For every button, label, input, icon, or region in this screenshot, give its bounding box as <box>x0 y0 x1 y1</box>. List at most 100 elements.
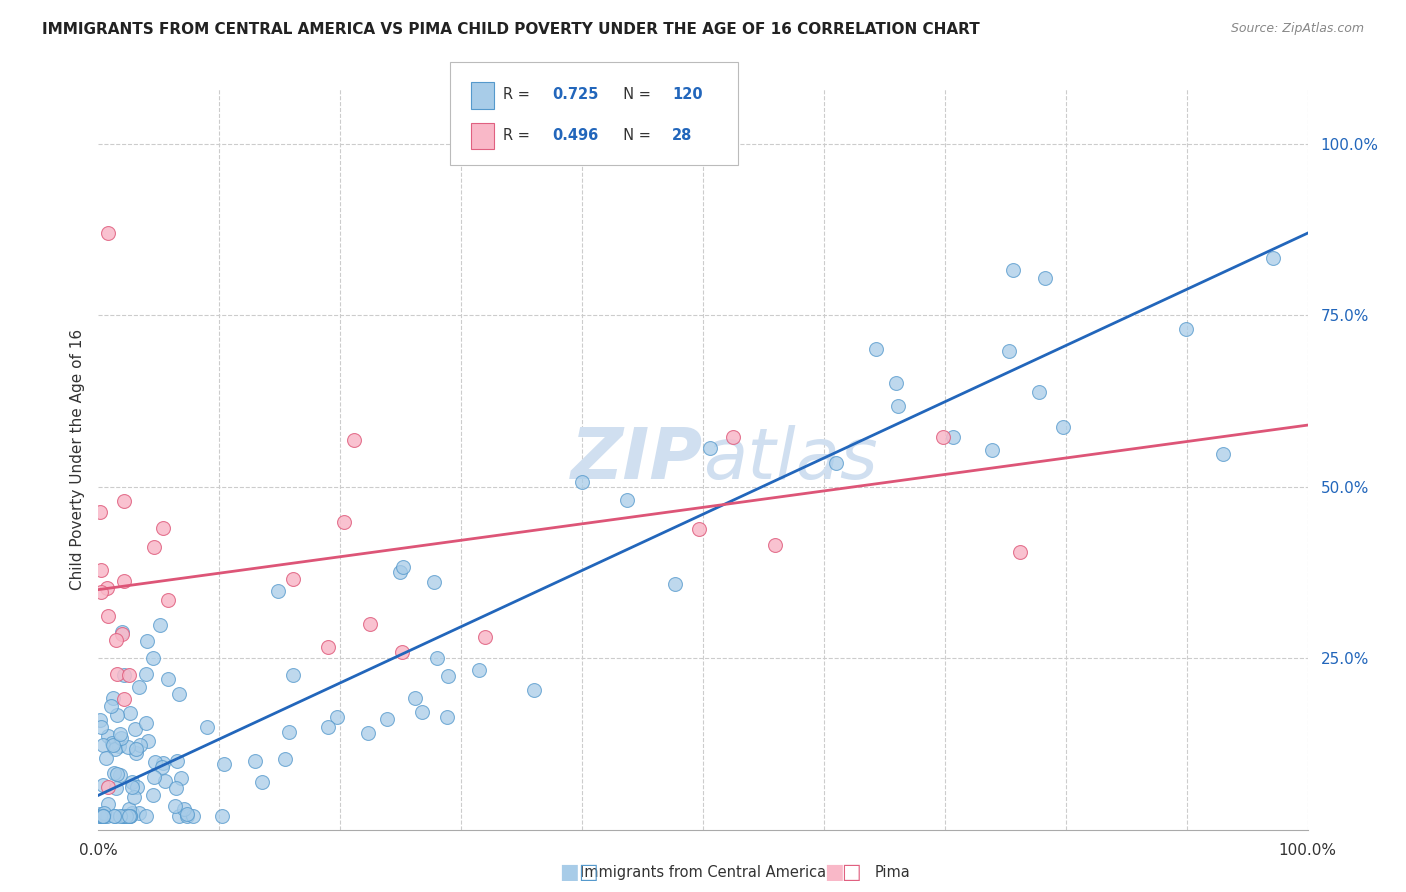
Point <box>124 722 146 736</box>
Point <box>103 690 125 705</box>
Point <box>571 475 593 489</box>
Point <box>112 691 135 706</box>
Point <box>91 778 114 792</box>
Point <box>142 771 165 785</box>
Point <box>942 430 965 444</box>
Point <box>91 809 114 823</box>
Point <box>96 809 118 823</box>
Point <box>326 709 349 723</box>
Point <box>404 691 426 706</box>
Point <box>97 730 120 744</box>
Point <box>89 505 111 519</box>
Point <box>181 809 204 823</box>
Point <box>101 736 124 750</box>
Point <box>423 574 446 589</box>
Point <box>173 801 195 815</box>
Point <box>118 802 141 816</box>
Point <box>149 618 172 632</box>
Point <box>152 756 174 771</box>
Text: Source: ZipAtlas.com: Source: ZipAtlas.com <box>1230 22 1364 36</box>
Point <box>169 771 191 785</box>
Point <box>316 640 339 654</box>
Point <box>112 574 135 588</box>
Point <box>316 720 339 734</box>
Point <box>112 809 135 823</box>
Point <box>110 731 132 745</box>
Point <box>118 809 141 823</box>
Point <box>143 540 166 554</box>
Point <box>94 750 117 764</box>
FancyBboxPatch shape <box>450 62 738 165</box>
Point <box>112 809 135 823</box>
Point <box>391 645 413 659</box>
Point <box>97 226 120 240</box>
Text: 28: 28 <box>672 128 692 143</box>
Point <box>152 521 174 535</box>
Text: □: □ <box>841 863 860 882</box>
Point <box>128 805 150 820</box>
Point <box>114 809 136 823</box>
Point <box>112 668 135 682</box>
Point <box>467 663 489 677</box>
Point <box>1175 321 1198 335</box>
Bar <box>471 82 494 109</box>
Text: Immigrants from Central America: Immigrants from Central America <box>579 865 827 880</box>
Text: 0.496: 0.496 <box>553 128 599 143</box>
Point <box>97 608 120 623</box>
Point <box>89 713 111 727</box>
Text: ■: ■ <box>824 863 844 882</box>
Point <box>392 559 415 574</box>
Point <box>252 775 274 789</box>
Point <box>153 774 176 789</box>
Point <box>135 716 157 731</box>
Point <box>281 572 304 586</box>
Point <box>333 515 356 529</box>
Text: R =: R = <box>503 128 534 143</box>
Point <box>128 738 150 752</box>
Point <box>357 726 380 740</box>
Point <box>110 809 132 823</box>
Text: 0.725: 0.725 <box>553 87 599 103</box>
Text: N =: N = <box>614 128 657 143</box>
Text: IMMIGRANTS FROM CENTRAL AMERICA VS PIMA CHILD POVERTY UNDER THE AGE OF 16 CORREL: IMMIGRANTS FROM CENTRAL AMERICA VS PIMA … <box>42 22 980 37</box>
Bar <box>471 122 494 149</box>
Point <box>150 760 173 774</box>
Point <box>121 775 143 789</box>
Point <box>437 669 460 683</box>
Point <box>1008 545 1031 559</box>
Point <box>122 790 145 805</box>
Point <box>1052 420 1074 434</box>
Text: □: □ <box>578 863 598 882</box>
Point <box>111 624 134 639</box>
Point <box>212 757 235 772</box>
Text: atlas: atlas <box>703 425 877 494</box>
Point <box>359 617 381 632</box>
Point <box>97 780 120 795</box>
Point <box>124 741 146 756</box>
Point <box>664 577 686 591</box>
Point <box>105 633 128 648</box>
Point <box>245 754 267 768</box>
Point <box>865 342 887 356</box>
Point <box>110 727 132 741</box>
Point <box>90 720 112 734</box>
Point <box>89 809 111 823</box>
Point <box>167 687 190 701</box>
Point <box>474 630 496 644</box>
Point <box>121 805 143 820</box>
Y-axis label: Child Poverty Under the Age of 16: Child Poverty Under the Age of 16 <box>69 329 84 590</box>
Point <box>887 400 910 414</box>
Point <box>884 376 907 390</box>
Point <box>97 797 120 811</box>
Point <box>103 766 125 780</box>
Point <box>125 747 148 761</box>
Point <box>118 809 141 823</box>
Point <box>107 739 129 753</box>
Point <box>166 754 188 768</box>
Point <box>176 806 198 821</box>
Point <box>104 742 127 756</box>
Point <box>118 667 141 681</box>
Point <box>167 809 190 823</box>
Text: 120: 120 <box>672 87 703 103</box>
Point <box>278 725 301 739</box>
